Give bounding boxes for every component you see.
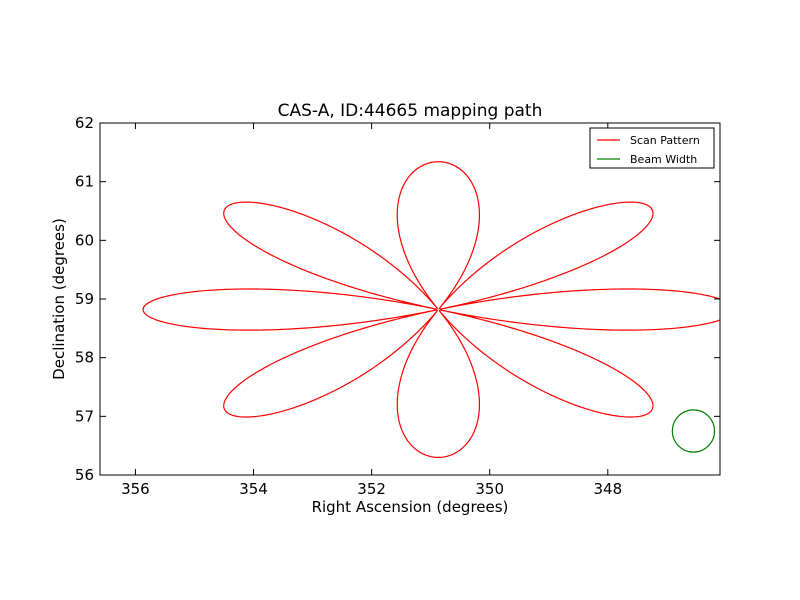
x-tick-label-352: 352 (357, 480, 386, 498)
y-tick-label-59: 59 (75, 290, 94, 308)
legend-box (589, 127, 715, 169)
y-tick-label-61: 61 (75, 173, 94, 191)
legend-label-beam-width: Beam Width (630, 153, 697, 166)
x-axis: 356 354 352 350 348 (121, 123, 622, 498)
legend: Scan Pattern Beam Width (589, 127, 715, 169)
beam-width-circle (671, 409, 716, 453)
y-axis-label: Declination (degrees) (50, 218, 68, 380)
x-axis-label: Right Ascension (degrees) (312, 498, 509, 516)
x-tick-label-354: 354 (239, 480, 268, 498)
y-tick-label-56: 56 (75, 466, 94, 484)
x-tick-label-356: 356 (121, 480, 150, 498)
y-tick-label-60: 60 (75, 231, 94, 249)
x-tick-label-348: 348 (593, 480, 622, 498)
y-axis: 56 57 58 59 60 61 62 (75, 114, 720, 484)
legend-label-scan-pattern: Scan Pattern (630, 134, 700, 147)
y-tick-label-57: 57 (75, 407, 94, 425)
scan-pattern-line (142, 161, 720, 459)
y-tick-label-58: 58 (75, 349, 94, 367)
y-tick-label-62: 62 (75, 114, 94, 132)
x-tick-label-350: 350 (475, 480, 504, 498)
chart-title: CAS-A, ID:44665 mapping path (278, 101, 543, 121)
plot-content (142, 161, 720, 459)
